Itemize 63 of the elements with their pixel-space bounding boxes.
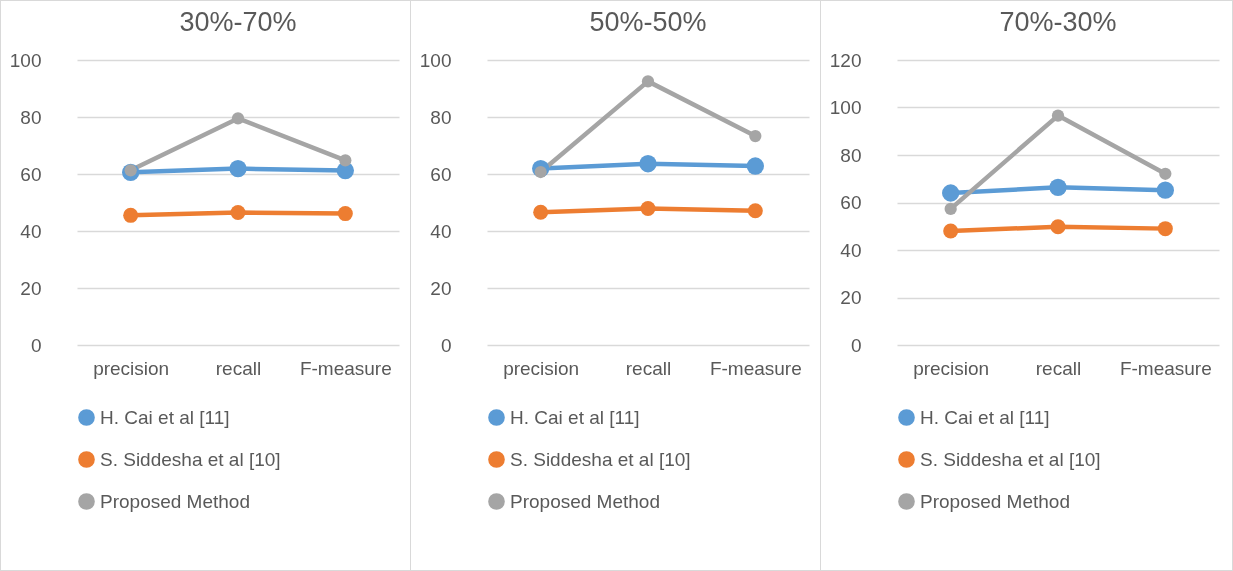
y-tick-label: 0 [850,334,862,356]
x-tick-label: F-measure [709,357,802,379]
y-tick-label: 60 [20,163,42,185]
y-tick-label: 20 [20,277,42,299]
x-tick-label: F-measure [1119,357,1212,379]
point [1051,109,1065,122]
point [942,184,960,202]
y-tick-label: 0 [30,334,42,356]
chart-title: 70%-30% [999,7,1117,37]
point [231,112,245,125]
point [943,223,959,239]
point [534,165,547,179]
legend-label: S. Siddesha et al [10] [100,448,281,470]
y-tick-label: 0 [440,334,452,356]
legend-label: H. Cai et al [11] [100,406,230,428]
legend-label: S. Siddesha et al [10] [510,448,691,470]
point [533,204,549,220]
point [944,202,957,216]
point [337,206,353,222]
point [641,75,655,88]
point [746,157,764,175]
chart-title: 50%-50% [589,7,707,37]
legend-label: Proposed Method [510,490,660,512]
x-tick-label: F-measure [299,357,392,379]
y-tick-label: 40 [20,220,42,242]
x-tick-label: recall [625,357,672,379]
point [123,207,139,223]
y-tick-label: 120 [829,49,862,71]
point [639,155,657,173]
point [1157,221,1173,237]
y-tick-label: 100 [9,49,42,71]
x-tick-label: recall [1035,357,1082,379]
x-tick-label: recall [215,357,262,379]
legend-label: Proposed Method [920,490,1070,512]
x-tick-label: precision [93,357,170,379]
point [339,154,352,167]
x-tick-label: precision [913,357,990,379]
y-tick-label: 100 [829,97,862,118]
point [1050,219,1066,235]
y-tick-label: 80 [430,106,452,128]
point [749,129,762,143]
point [640,201,656,216]
chart-title: 30%-70% [179,7,297,37]
point [1159,167,1172,180]
legend-label: S. Siddesha et al [10] [920,448,1101,470]
legend-label: H. Cai et al [11] [510,406,640,428]
point [1156,181,1174,199]
y-tick-label: 60 [430,163,452,185]
y-tick-label: 80 [20,106,42,128]
y-tick-label: 20 [430,277,452,299]
point [229,159,247,178]
point [747,203,763,219]
point [1049,178,1067,196]
y-tick-label: 20 [840,287,862,308]
y-tick-label: 100 [419,49,452,71]
x-tick-label: precision [503,357,580,379]
y-tick-label: 80 [840,144,862,166]
y-tick-label: 60 [840,192,862,213]
legend-label: Proposed Method [100,490,250,512]
legend-label: H. Cai et al [11] [920,406,1050,428]
point [230,204,246,220]
y-tick-label: 40 [840,239,862,261]
y-tick-label: 40 [430,220,452,242]
